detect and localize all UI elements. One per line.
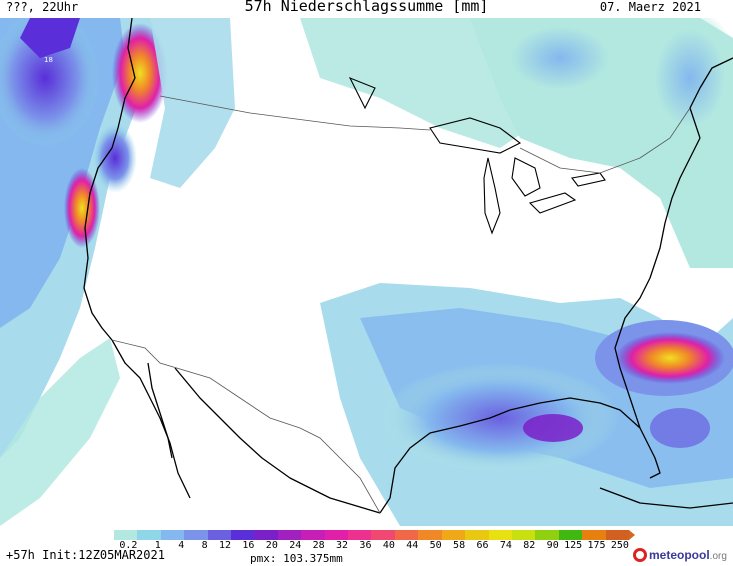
inland-nw-precip [150,18,235,188]
atlantic-precip-max [615,332,725,384]
lake-winnipeg [348,76,376,110]
scale-segment [231,530,255,540]
scale-tick-label: 4 [178,540,185,551]
scale-tick-label: 8 [201,540,208,551]
valid-date-label: 07. Maerz 2021 [599,0,701,14]
scale-segment [371,530,395,540]
scale-tick-label: 40 [382,540,395,551]
scale-segment [558,530,583,540]
us-canada-border-east [519,107,691,174]
baja-east-coastline [147,362,173,459]
scale-segment [511,530,536,540]
scale-tick-label: 28 [312,540,325,551]
new-england-coastline [689,57,733,139]
scale-tick-label: 250 [610,540,629,551]
scale-tick-label: 50 [429,540,442,551]
scale-tick-label: 16 [242,540,255,551]
scale-segment [114,530,138,540]
scale-segment [394,530,419,540]
quebec-precip [490,18,630,103]
run-init-label: +57h Init:12Z05MAR2021 [6,548,165,562]
baja-west-coastline [111,339,191,499]
border-layer [111,95,691,514]
precip-scale-ticks: 0.2 1 4 8 12 16 20 24 28 32 36 40 44 50 58 66 74 82 90 125 1… [114,540,629,552]
us-east-coastline [614,137,701,429]
scale-segment [160,530,185,540]
scale-tick-label: 58 [453,540,466,551]
scale-tick-label: 175 [587,540,606,551]
scale-tick-label: 36 [359,540,372,551]
maritimes-precip [640,18,733,148]
logo-tld: .org [709,551,727,562]
scale-segment [324,530,349,540]
logo-name: meteopool [649,548,710,562]
scale-tick-label: 12 [218,540,232,551]
scale-tick-label: 66 [476,540,489,551]
scale-tick-label: 20 [265,540,278,551]
scale-segment [277,530,302,540]
lake-ontario [571,172,606,187]
precipitation-map: 18 [0,18,733,526]
us-canada-border [159,95,431,131]
scale-segment [137,530,161,540]
gulf-precip-core [380,363,620,473]
map-header: ???, 22Uhr 57h Niederschlagssumme [mm] 0… [0,0,733,18]
precip-color-scale [114,530,629,540]
cuba-coastline [599,487,733,509]
coastline-layer [83,18,733,514]
gulf-precip-band [523,414,583,442]
scale-segment [465,530,489,540]
pacific-precip-band [20,18,80,58]
scale-tick-label: 74 [499,540,512,551]
florida-coastline [509,397,661,479]
pacific-precip-core [0,18,100,148]
scale-tick-label: 32 [336,540,349,551]
valid-time-label: ???, 22Uhr [6,0,79,14]
scale-tick-label: 82 [523,540,536,551]
lake-michigan [483,157,501,235]
scale-segment [184,530,208,540]
scale-tick-label: 44 [406,540,419,551]
scale-tick-label: 1 [154,540,161,551]
bahamas-precip [650,408,710,448]
us-mexico-border [111,339,381,514]
scale-tick-label: 24 [289,540,302,551]
scale-arrow-icon [629,530,635,540]
map-title: 57h Niederschlagssumme [mm] [244,0,489,15]
scale-segment [301,530,325,540]
meteopool-logo[interactable]: meteopool.org [633,548,727,562]
scale-segment [441,530,466,540]
map-footer: 0.2 1 4 8 12 16 20 24 28 32 36 40 44 50 58 66 74 82 90 125 1… [0,526,733,566]
scale-segment [254,530,278,540]
us-west-coastline [83,18,136,341]
scale-segment [418,530,442,540]
scale-segment [207,530,232,540]
lake-huron [511,157,541,197]
scale-segment [605,530,629,540]
mexico-pacific-precip [0,338,120,526]
precip-max-label: pmx: 103.375mm [250,552,343,565]
pnw-precip-max [112,23,168,123]
scale-segment [348,530,372,540]
scale-segment [535,530,559,540]
scale-tick-label: 0.2 [119,540,138,551]
scale-segment [488,530,512,540]
scale-segment [582,530,606,540]
lake-erie [528,192,577,214]
lake-superior [429,117,522,154]
map-point-label: 18 [44,56,53,64]
meteopool-logo-icon [633,548,647,562]
great-lakes-layer [348,76,606,235]
scale-tick-label: 125 [564,540,583,551]
cascades-precip [93,123,137,193]
texas-gulf-coastline [379,409,511,514]
mexico-west-coastline [174,367,381,514]
scale-tick-label: 90 [546,540,559,551]
